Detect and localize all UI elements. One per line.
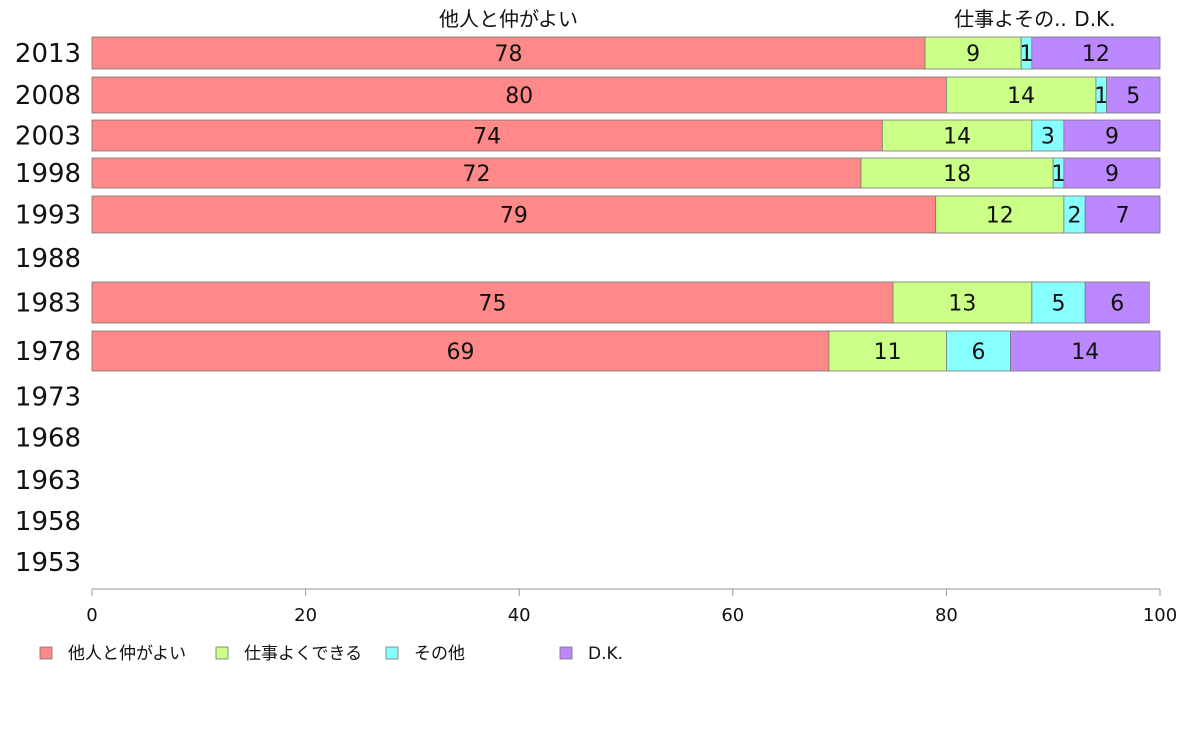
bar-label-2008-2: 1: [1094, 84, 1108, 109]
bar-label-2013-1: 9: [966, 42, 980, 67]
year-label-1973: 1973: [15, 383, 81, 413]
x-tick-label-40: 40: [508, 605, 531, 626]
year-label-1983: 1983: [15, 289, 81, 319]
bar-label-1993-1: 12: [986, 204, 1014, 229]
x-tick-label-100: 100: [1143, 605, 1177, 626]
bar-segment-2003-0: [91, 119, 883, 152]
bar-label-1998-2: 1: [1052, 162, 1066, 187]
legend-swatch-2: [385, 646, 399, 660]
x-axis: 0 20 40 60 80 100: [86, 588, 1177, 626]
bar-label-1978-2: 6: [971, 340, 985, 365]
bar-label-2013-2: 1: [1020, 42, 1034, 67]
bar-segment-1983-1: [892, 281, 1033, 324]
legend: 他人と仲がよい 仕事よくできる その他 D.K.: [39, 644, 623, 664]
bar-segment-1978-1: [828, 330, 947, 372]
bar-segment-1978-0: [91, 330, 830, 372]
x-tick-label-60: 60: [721, 605, 744, 626]
bar-segment-2003-2: [1031, 119, 1065, 152]
bar-segment-2003-1: [881, 119, 1033, 152]
bar-segment-2008-3: [1106, 76, 1161, 114]
bar-segment-1983-0: [91, 281, 894, 324]
year-label-1958: 1958: [15, 507, 81, 537]
bar-label-1998-1: 18: [943, 162, 971, 187]
year-label-1978: 1978: [15, 337, 81, 367]
bar-label-2013-0: 78: [495, 42, 523, 67]
legend-label-3: D.K.: [588, 644, 623, 664]
bar-segment-2013-0: [91, 36, 926, 70]
bar-label-1998-3: 9: [1105, 162, 1119, 187]
bar-segment-1993-0: [91, 195, 937, 234]
bar-label-1993-0: 79: [500, 204, 528, 229]
bar-segment-1993-3: [1084, 195, 1161, 234]
bar-segment-1983-2: [1031, 281, 1086, 324]
bar-label-1993-2: 2: [1068, 204, 1082, 229]
bar-segment-2013-1: [924, 36, 1022, 70]
year-label-1998: 1998: [15, 159, 81, 189]
bar-segment-2008-1: [946, 76, 1097, 114]
legend-swatch-3: [559, 646, 573, 660]
year-label-1963: 1963: [15, 466, 81, 496]
year-label-1953: 1953: [15, 548, 81, 578]
x-tick-label-20: 20: [294, 605, 317, 626]
bar-segment-1998-3: [1063, 157, 1161, 189]
bar-label-1993-3: 7: [1116, 204, 1130, 229]
bar-label-1983-0: 75: [479, 292, 507, 317]
bar-label-1978-3: 14: [1071, 340, 1099, 365]
bar-label-2003-0: 74: [473, 125, 501, 150]
x-tick-label-0: 0: [86, 605, 97, 626]
bar-label-2008-1: 14: [1007, 84, 1035, 109]
bar-label-1983-3: 6: [1110, 292, 1124, 317]
series-header-2: D.K.: [1074, 7, 1115, 31]
bar-label-2003-3: 9: [1105, 125, 1119, 150]
bar-label-2013-3: 12: [1082, 42, 1110, 67]
bar-segment-1978-2: [946, 330, 1011, 372]
bar-label-2008-0: 80: [505, 84, 533, 109]
year-labels: 2013 2008 2003 1998 1993 1988 1983 1978 1973 1968…: [15, 39, 81, 578]
bar-label-2003-1: 14: [943, 125, 971, 150]
year-label-1988: 1988: [15, 244, 81, 274]
legend-swatch-1: [215, 646, 229, 660]
bar-segment-1998-1: [860, 157, 1054, 189]
series-header-0: 他人と仲がよい: [439, 7, 578, 31]
bar-segment-1983-3: [1084, 281, 1150, 324]
year-label-2013: 2013: [15, 39, 81, 69]
bar-segment-2013-3: [1031, 36, 1161, 70]
x-tick-label-80: 80: [935, 605, 958, 626]
series-headers: 他人と仲がよい 仕事よその.. D.K.: [439, 7, 1116, 31]
bar-label-1978-1: 11: [874, 340, 902, 365]
series-header-1: 仕事よその..: [954, 7, 1067, 31]
legend-label-2: その他: [414, 644, 465, 664]
bar-label-1978-0: 69: [446, 340, 474, 365]
legend-label-0: 他人と仲がよい: [68, 644, 186, 664]
bar-label-2008-3: 5: [1126, 84, 1140, 109]
legend-label-1: 仕事よくできる: [244, 644, 362, 664]
bar-label-1998-0: 72: [462, 162, 490, 187]
year-label-2003: 2003: [15, 122, 81, 152]
legend-swatch-0: [39, 646, 53, 660]
year-label-2008: 2008: [15, 81, 81, 111]
bar-segment-1998-0: [91, 157, 862, 189]
bar-segment-1978-3: [1010, 330, 1161, 372]
bar-segment-1993-1: [935, 195, 1065, 234]
year-label-1993: 1993: [15, 201, 81, 231]
bar-label-1983-1: 13: [948, 292, 976, 317]
bar-segment-2003-3: [1063, 119, 1161, 152]
bar-label-1983-2: 5: [1052, 292, 1066, 317]
bar-label-2003-2: 3: [1041, 125, 1055, 150]
year-label-1968: 1968: [15, 424, 81, 454]
